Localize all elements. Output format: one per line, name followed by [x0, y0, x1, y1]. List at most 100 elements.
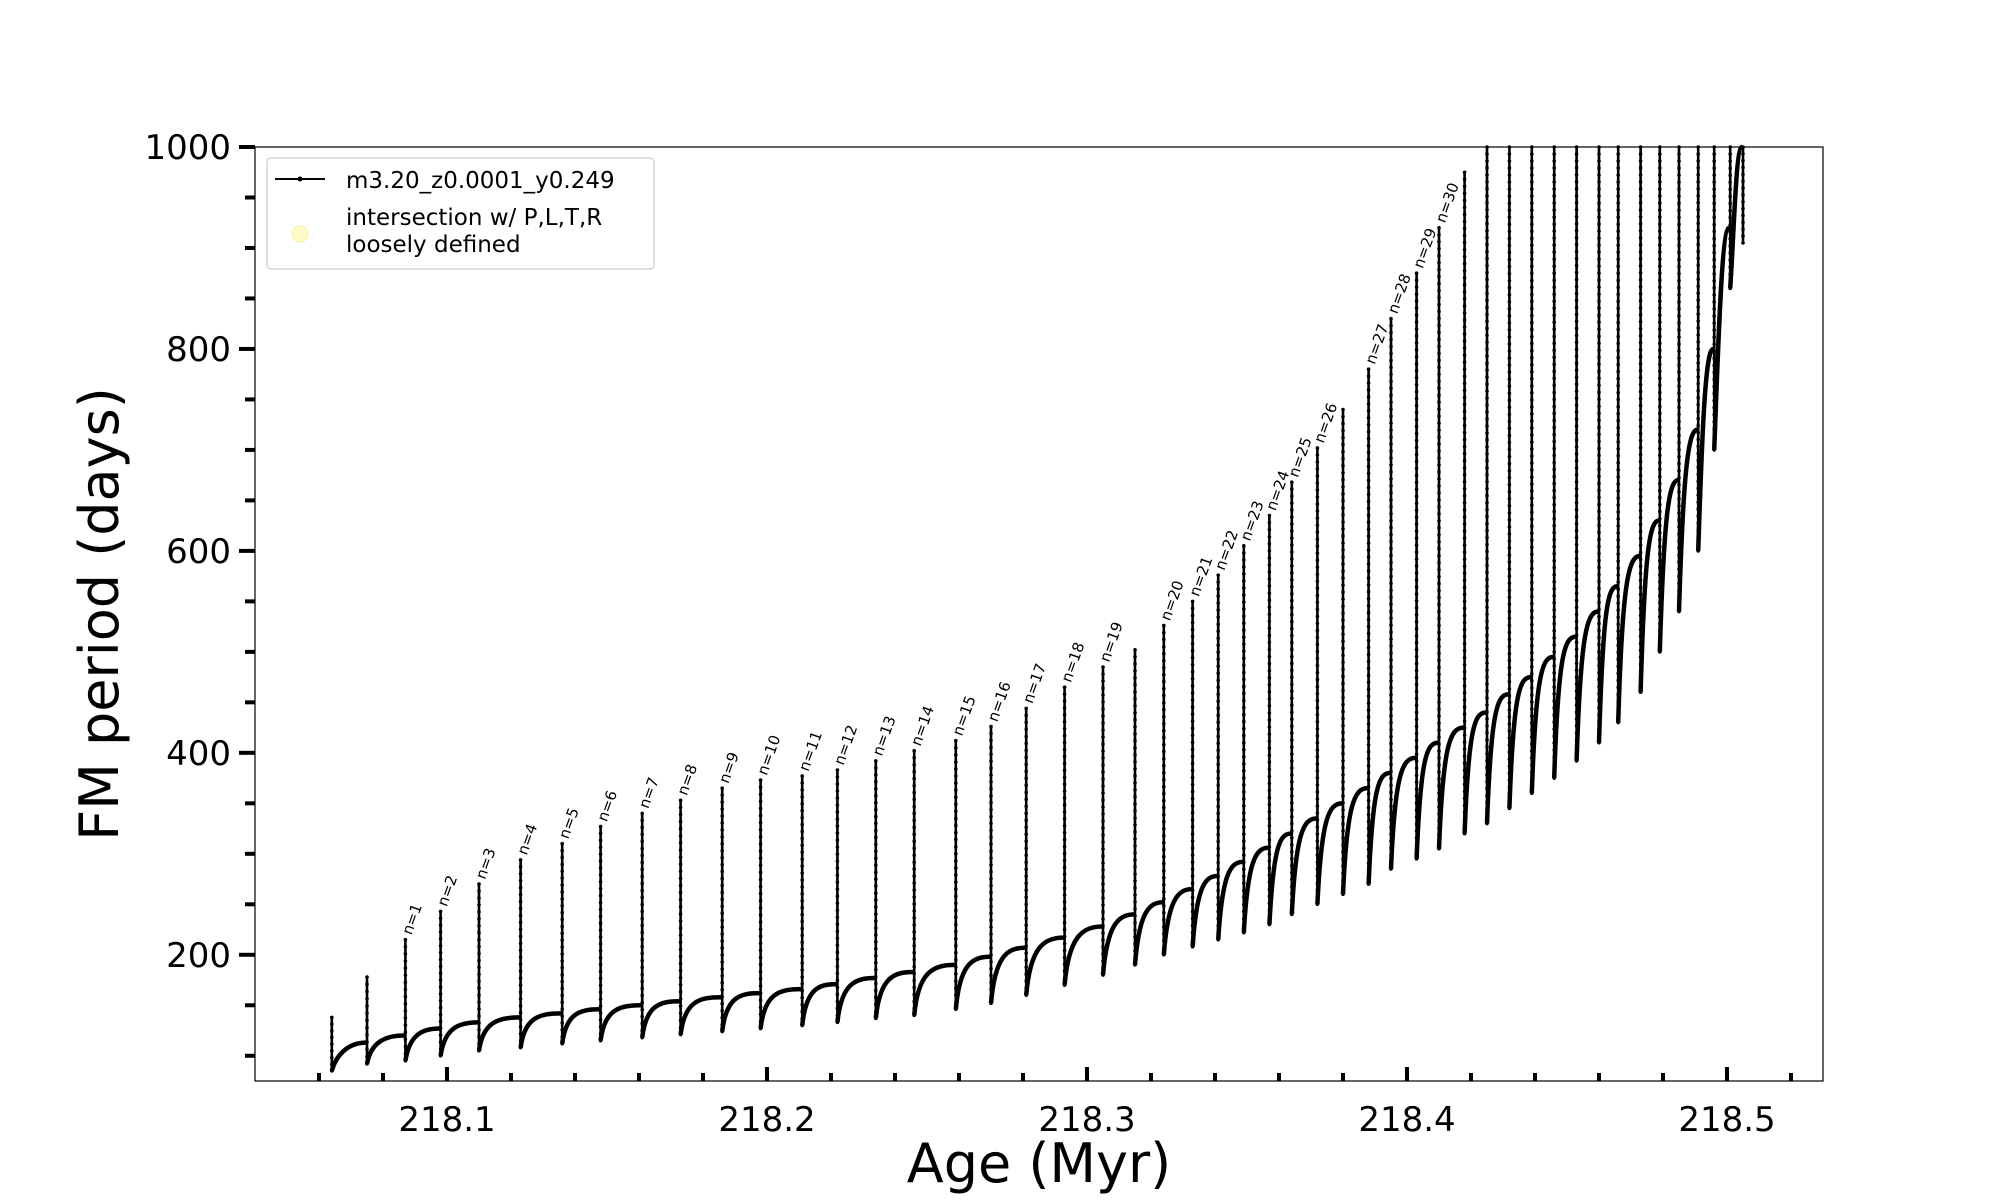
series-point [954, 993, 958, 997]
series-point [1597, 390, 1601, 395]
series-point [1677, 602, 1681, 607]
series-point [1414, 689, 1419, 694]
series-point [678, 798, 683, 803]
series-point [912, 1006, 916, 1011]
series-point [1133, 669, 1137, 673]
series-point [1389, 442, 1393, 446]
series-point [1677, 539, 1681, 543]
series-point [1574, 424, 1579, 428]
series-point [1133, 949, 1137, 953]
series-point [1414, 668, 1419, 673]
series-point [1366, 590, 1371, 594]
legend-dot-marker [297, 176, 303, 182]
series-point [1638, 347, 1643, 352]
series-point [1162, 679, 1166, 684]
series-point [1315, 733, 1320, 738]
series-point [1437, 372, 1441, 377]
series-point [1242, 909, 1246, 914]
series-point [1485, 173, 1489, 177]
series-point [1462, 205, 1467, 210]
series-point [1597, 215, 1601, 219]
series-point [1574, 194, 1579, 198]
series-point [1389, 672, 1393, 676]
series-point [1024, 923, 1028, 928]
series-point [1677, 264, 1681, 269]
series-point [1190, 796, 1195, 801]
series-point [1696, 486, 1700, 491]
series-point [1190, 655, 1195, 660]
series-point [1437, 784, 1441, 788]
series-point [800, 940, 804, 945]
series-point [1315, 741, 1320, 745]
series-point [1741, 200, 1745, 204]
series-point [1366, 729, 1371, 733]
series-point [1216, 811, 1220, 816]
series-point [1414, 508, 1419, 513]
series-point [1574, 535, 1579, 540]
series-point [1366, 757, 1371, 761]
series-point [912, 776, 916, 781]
series-point [598, 831, 603, 836]
series-point [758, 806, 763, 811]
series-point [1552, 180, 1556, 184]
series-point [874, 793, 878, 798]
series-point [1462, 606, 1467, 611]
series-point [1389, 344, 1393, 349]
series-point [912, 853, 916, 858]
series-point [1414, 299, 1419, 303]
series-point [1616, 369, 1620, 374]
series-point [1507, 159, 1512, 163]
series-point [1574, 187, 1579, 191]
series-point [365, 975, 369, 979]
series-point [1437, 833, 1441, 837]
series-point [1389, 832, 1393, 836]
series-point [835, 1020, 840, 1025]
series-point [874, 953, 878, 958]
series-point [912, 818, 916, 823]
series-point [1485, 375, 1489, 379]
series-point [1658, 383, 1662, 388]
series-point [1507, 722, 1512, 726]
series-point [989, 835, 993, 840]
series-point [1677, 314, 1681, 318]
series-point [1162, 868, 1166, 873]
series-point [1677, 384, 1681, 389]
series-point [1462, 395, 1467, 400]
series-point [1616, 152, 1620, 156]
series-point [1574, 256, 1579, 261]
series-point [1414, 389, 1419, 394]
series-point [1616, 236, 1620, 241]
series-point [1341, 449, 1345, 454]
series-point [1552, 397, 1556, 402]
series-point [1485, 605, 1489, 610]
series-point [1616, 671, 1620, 676]
series-point [1507, 412, 1512, 417]
series-point [1552, 516, 1556, 521]
series-point [1267, 753, 1272, 758]
series-point [1162, 910, 1166, 915]
series-point [1216, 853, 1220, 858]
series-point [438, 1005, 443, 1010]
series-point [912, 867, 916, 871]
series-point [1616, 685, 1620, 690]
series-point [1552, 678, 1556, 682]
series-point [1696, 193, 1700, 198]
series-point [1485, 417, 1489, 421]
series-point [1062, 706, 1067, 710]
series-point [1696, 340, 1700, 344]
series-point [1638, 410, 1643, 415]
series-point [1101, 931, 1105, 935]
series-point [1462, 325, 1467, 329]
series-point [874, 947, 878, 951]
series-point [720, 855, 724, 860]
series-point [1162, 805, 1166, 810]
series-point [1597, 649, 1601, 654]
y-tick-label: 800 [166, 330, 231, 370]
series-point [1552, 502, 1556, 507]
series-point [1133, 704, 1137, 708]
series-point [874, 814, 878, 819]
series-point [1677, 159, 1681, 163]
series-point [1677, 567, 1681, 572]
spike-label: n=6 [593, 788, 621, 824]
series-point [1414, 759, 1419, 764]
